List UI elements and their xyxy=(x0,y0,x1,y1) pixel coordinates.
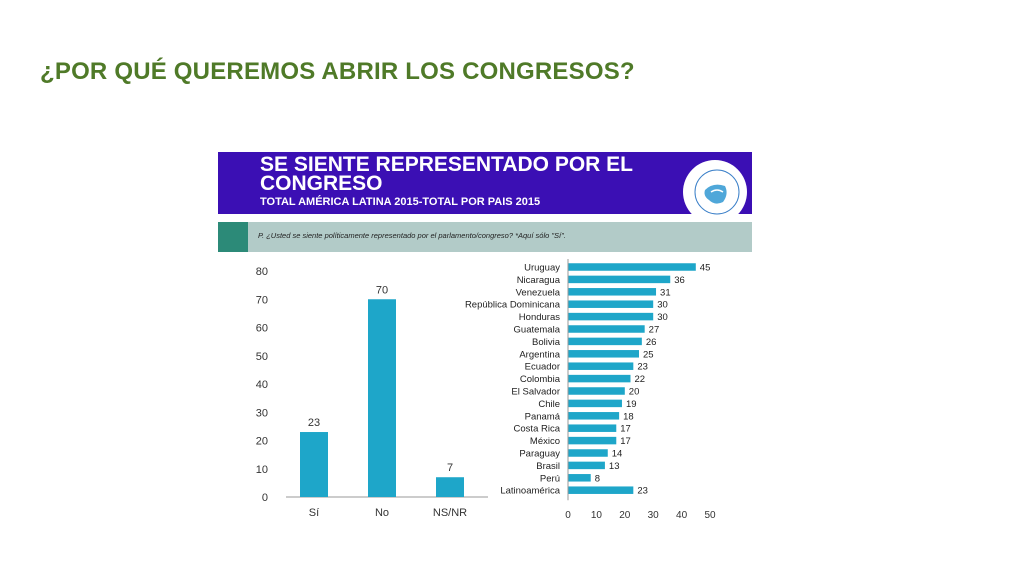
x-tick-label: 10 xyxy=(591,510,603,521)
category-label: México xyxy=(530,436,560,447)
chart-subtitle: TOTAL AMÉRICA LATINA 2015-TOTAL POR PAIS… xyxy=(260,196,541,208)
chart-figure: SE SIENTE REPRESENTADO POR EL CONGRESO T… xyxy=(218,136,752,534)
y-tick-label: 50 xyxy=(256,351,268,363)
bar-1 xyxy=(368,299,396,497)
hbar-5 xyxy=(568,325,645,333)
hbar-11 xyxy=(568,399,622,408)
data-label: 7 xyxy=(447,462,453,474)
data-label: 19 xyxy=(626,399,637,410)
hbar-18 xyxy=(568,486,634,494)
y-tick-label: 30 xyxy=(256,407,268,419)
data-label: 23 xyxy=(637,486,648,497)
question-text: P. ¿Usted se siente políticamente repres… xyxy=(258,231,566,240)
category-label: Ecuador xyxy=(525,362,560,373)
data-label: 17 xyxy=(620,436,631,447)
y-tick-label: 0 xyxy=(262,492,268,504)
hbar-2 xyxy=(568,288,657,296)
category-label: El Salvador xyxy=(511,387,560,398)
hbar-14 xyxy=(568,436,617,445)
category-label: Nicaragua xyxy=(517,275,561,286)
category-label: Uruguay xyxy=(524,263,560,274)
category-label: Venezuela xyxy=(516,287,561,298)
hbar-13 xyxy=(568,424,617,432)
category-label: Honduras xyxy=(519,312,560,323)
category-label: Perú xyxy=(540,473,560,484)
x-tick-label: 40 xyxy=(676,510,688,521)
chart-title: SE SIENTE REPRESENTADO POR EL CONGRESO xyxy=(260,153,633,195)
y-tick-label: 80 xyxy=(256,266,268,278)
category-label: República Dominicana xyxy=(465,300,561,311)
question-marker xyxy=(218,222,248,252)
data-label: 18 xyxy=(623,411,634,422)
hbar-3 xyxy=(568,300,654,308)
latinobarometro-logo xyxy=(683,160,747,224)
y-tick-label: 20 xyxy=(256,436,268,448)
category-label: Argentina xyxy=(519,349,560,360)
hbar-15 xyxy=(568,449,608,457)
data-label: 13 xyxy=(609,461,620,472)
hbar-8 xyxy=(568,362,634,370)
data-label: 45 xyxy=(700,263,711,274)
hbar-7 xyxy=(568,350,639,358)
x-tick-label: Sí xyxy=(309,507,319,519)
data-label: 26 xyxy=(646,337,657,348)
data-label: 27 xyxy=(649,325,660,336)
data-label: 36 xyxy=(674,275,685,286)
data-label: 30 xyxy=(657,312,668,323)
data-label: 22 xyxy=(634,374,645,385)
category-label: Latinoamérica xyxy=(500,486,560,497)
data-label: 31 xyxy=(660,287,671,298)
x-tick-label: No xyxy=(375,507,389,519)
data-label: 14 xyxy=(612,449,623,460)
x-tick-label: 50 xyxy=(704,510,716,521)
x-tick-label: 20 xyxy=(619,510,631,521)
hbar-16 xyxy=(568,461,605,470)
x-tick-label: 0 xyxy=(565,510,571,521)
data-label: 8 xyxy=(595,473,600,484)
chart-banner: SE SIENTE REPRESENTADO POR EL CONGRESO T… xyxy=(218,152,752,224)
category-label: Paraguay xyxy=(519,449,560,460)
y-tick-label: 60 xyxy=(256,323,268,335)
data-label: 23 xyxy=(308,417,320,429)
hbar-1 xyxy=(568,275,671,284)
hbar-10 xyxy=(568,387,625,395)
hbar-17 xyxy=(568,474,591,482)
slide-title: ¿POR QUÉ QUEREMOS ABRIR LOS CONGRESOS? xyxy=(40,58,635,85)
data-label: 17 xyxy=(620,424,631,435)
category-label: Colombia xyxy=(520,374,561,385)
hbar-0 xyxy=(568,263,696,271)
hbar-12 xyxy=(568,412,620,420)
data-label: 70 xyxy=(376,284,388,296)
hbar-6 xyxy=(568,337,642,346)
category-label: Panamá xyxy=(525,411,561,422)
category-label: Costa Rica xyxy=(514,424,561,435)
category-label: Bolivia xyxy=(532,337,561,348)
bar-0 xyxy=(300,432,328,497)
y-tick-label: 40 xyxy=(256,379,268,391)
x-tick-label: NS/NR xyxy=(433,507,467,519)
data-label: 25 xyxy=(643,349,654,360)
hbar-4 xyxy=(568,312,654,321)
question-bar: P. ¿Usted se siente políticamente repres… xyxy=(218,222,752,252)
data-label: 23 xyxy=(637,362,648,373)
y-tick-label: 70 xyxy=(256,294,268,306)
hbar-9 xyxy=(568,374,631,383)
data-label: 20 xyxy=(629,387,640,398)
x-tick-label: 30 xyxy=(648,510,660,521)
data-label: 30 xyxy=(657,300,668,311)
category-label: Brasil xyxy=(536,461,560,472)
y-tick-label: 10 xyxy=(256,464,268,476)
bar-2 xyxy=(436,477,464,497)
category-label: Guatemala xyxy=(514,325,561,336)
category-label: Chile xyxy=(538,399,560,410)
